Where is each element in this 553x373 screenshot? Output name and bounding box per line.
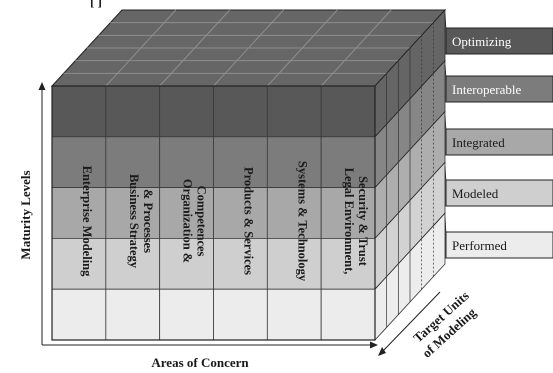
- grid-cell: [320, 136, 376, 189]
- x-axis-arrowhead: [370, 341, 378, 349]
- grid-cell: [105, 85, 161, 138]
- legend-box-integrated: [445, 128, 553, 156]
- grid-cell: [213, 237, 268, 290]
- legend-box-modeled: [445, 179, 553, 207]
- x-axis-label: Areas of Concern: [151, 355, 249, 370]
- grid-cell: [51, 85, 107, 138]
- grid-cell: [266, 237, 322, 290]
- legend-box-optimizing: [445, 27, 553, 55]
- legend-connector: [444, 115, 447, 132]
- area-label: Legal Environment,: [342, 168, 356, 275]
- legend-connector: [444, 217, 447, 235]
- legend-connector: [444, 166, 447, 183]
- top-text: [ ]: [90, 0, 102, 9]
- grid-cell: [159, 85, 214, 138]
- area-label: Competences: [195, 186, 209, 257]
- grid-cell: [51, 136, 107, 189]
- grid-cell: [159, 288, 214, 341]
- area-label: Products & Services: [241, 167, 255, 275]
- legend-connector: [444, 13, 447, 31]
- grid-cell: [51, 187, 107, 239]
- grid-cell: [213, 136, 268, 189]
- grid-cell: [213, 187, 268, 239]
- area-label: Security & Trust: [356, 176, 370, 267]
- grid-cell: [266, 288, 322, 341]
- grid-cell: [159, 237, 214, 290]
- grid-cell: [213, 85, 268, 138]
- grid-cell: [320, 85, 376, 138]
- grid-cell: [266, 187, 322, 239]
- cube-top-face: [50, 9, 447, 87]
- grid-cell: [320, 288, 376, 341]
- area-label: Enterprise Modeling: [80, 166, 94, 278]
- grid-cell: [320, 187, 376, 239]
- grid-cell: [266, 85, 322, 138]
- legend-label-optimizing: Optimizing: [452, 34, 512, 49]
- z-axis-arrowhead: [378, 347, 386, 356]
- z-axis-line: [381, 291, 441, 353]
- axes: [38, 82, 441, 356]
- cube-side-face: [374, 8, 447, 342]
- grid-cell: [266, 136, 322, 189]
- area-label: Business Strategy: [127, 174, 141, 269]
- area-label: & Processes: [141, 189, 155, 253]
- grid-cell: [105, 187, 161, 239]
- legend-label-modeled: Modeled: [452, 186, 499, 201]
- area-label: Systems & Technology: [295, 161, 309, 282]
- grid-cell: [51, 237, 107, 290]
- grid-cell: [159, 136, 214, 189]
- legend-label-interoperable: Interoperable: [452, 82, 522, 97]
- area-of-concern-labels: Enterprise Modeling Business Strategy & Pr…: [80, 161, 370, 282]
- area-label: Organization &: [181, 179, 195, 263]
- legend-box-performed: [445, 231, 553, 259]
- maturity-level-legend: Optimizing Interoperable Integrated Modeled…: [445, 27, 553, 259]
- y-axis-arrowhead: [38, 82, 46, 90]
- legend-label-performed: Performed: [452, 238, 507, 253]
- front-outline: [51, 85, 376, 341]
- y-axis-label: Maturity Levels: [18, 170, 33, 259]
- grid-cell: [105, 136, 161, 189]
- grid-cell: [159, 187, 214, 239]
- grid-cell: [320, 237, 376, 290]
- grid-cell: [213, 288, 268, 341]
- grid-cell: [105, 288, 161, 341]
- legend-box-interoperable: [445, 75, 553, 103]
- grid-cell: [51, 288, 107, 341]
- cube-front-face: [51, 85, 376, 341]
- legend-label-integrated: Integrated: [452, 135, 505, 150]
